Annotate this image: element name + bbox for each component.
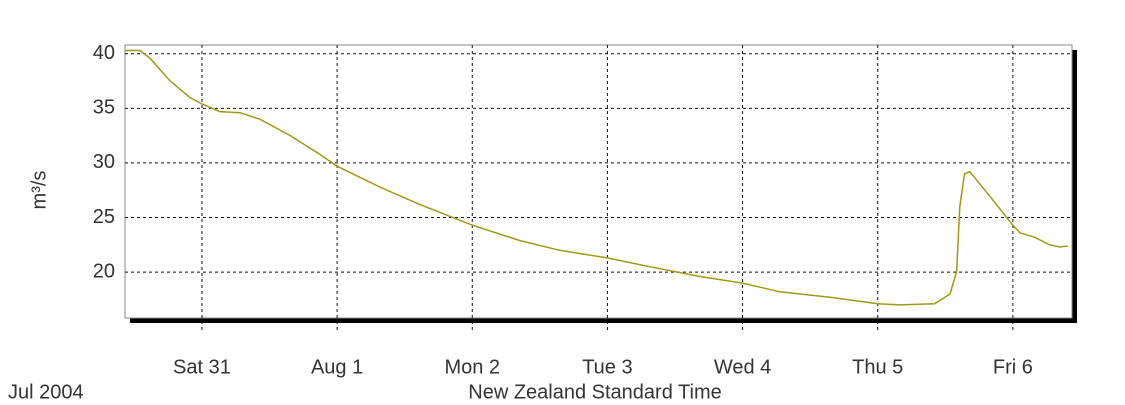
x-tick-label: Sat 31 <box>173 356 231 378</box>
y-tick-label: 40 <box>93 42 115 64</box>
x-tick-label: Fri 6 <box>993 356 1033 378</box>
x-tick-label: Aug 1 <box>311 356 363 378</box>
x-axis-label: New Zealand Standard Time <box>468 381 721 403</box>
y-axis-label: m³/s <box>28 171 50 210</box>
x-tick-label: Wed 4 <box>714 356 771 378</box>
data-line <box>125 49 1068 306</box>
y-tick-label: 25 <box>93 206 115 228</box>
x-tick-label: Thu 5 <box>852 356 903 378</box>
y-tick-label: 20 <box>93 260 115 282</box>
y-tick-label: 35 <box>93 97 115 119</box>
y-tick-label: 30 <box>93 151 115 173</box>
plot-area <box>124 44 1073 319</box>
x-period-label: Jul 2004 <box>8 381 84 403</box>
x-tick-label: Mon 2 <box>444 356 500 378</box>
x-tick-label: Tue 3 <box>582 356 632 378</box>
